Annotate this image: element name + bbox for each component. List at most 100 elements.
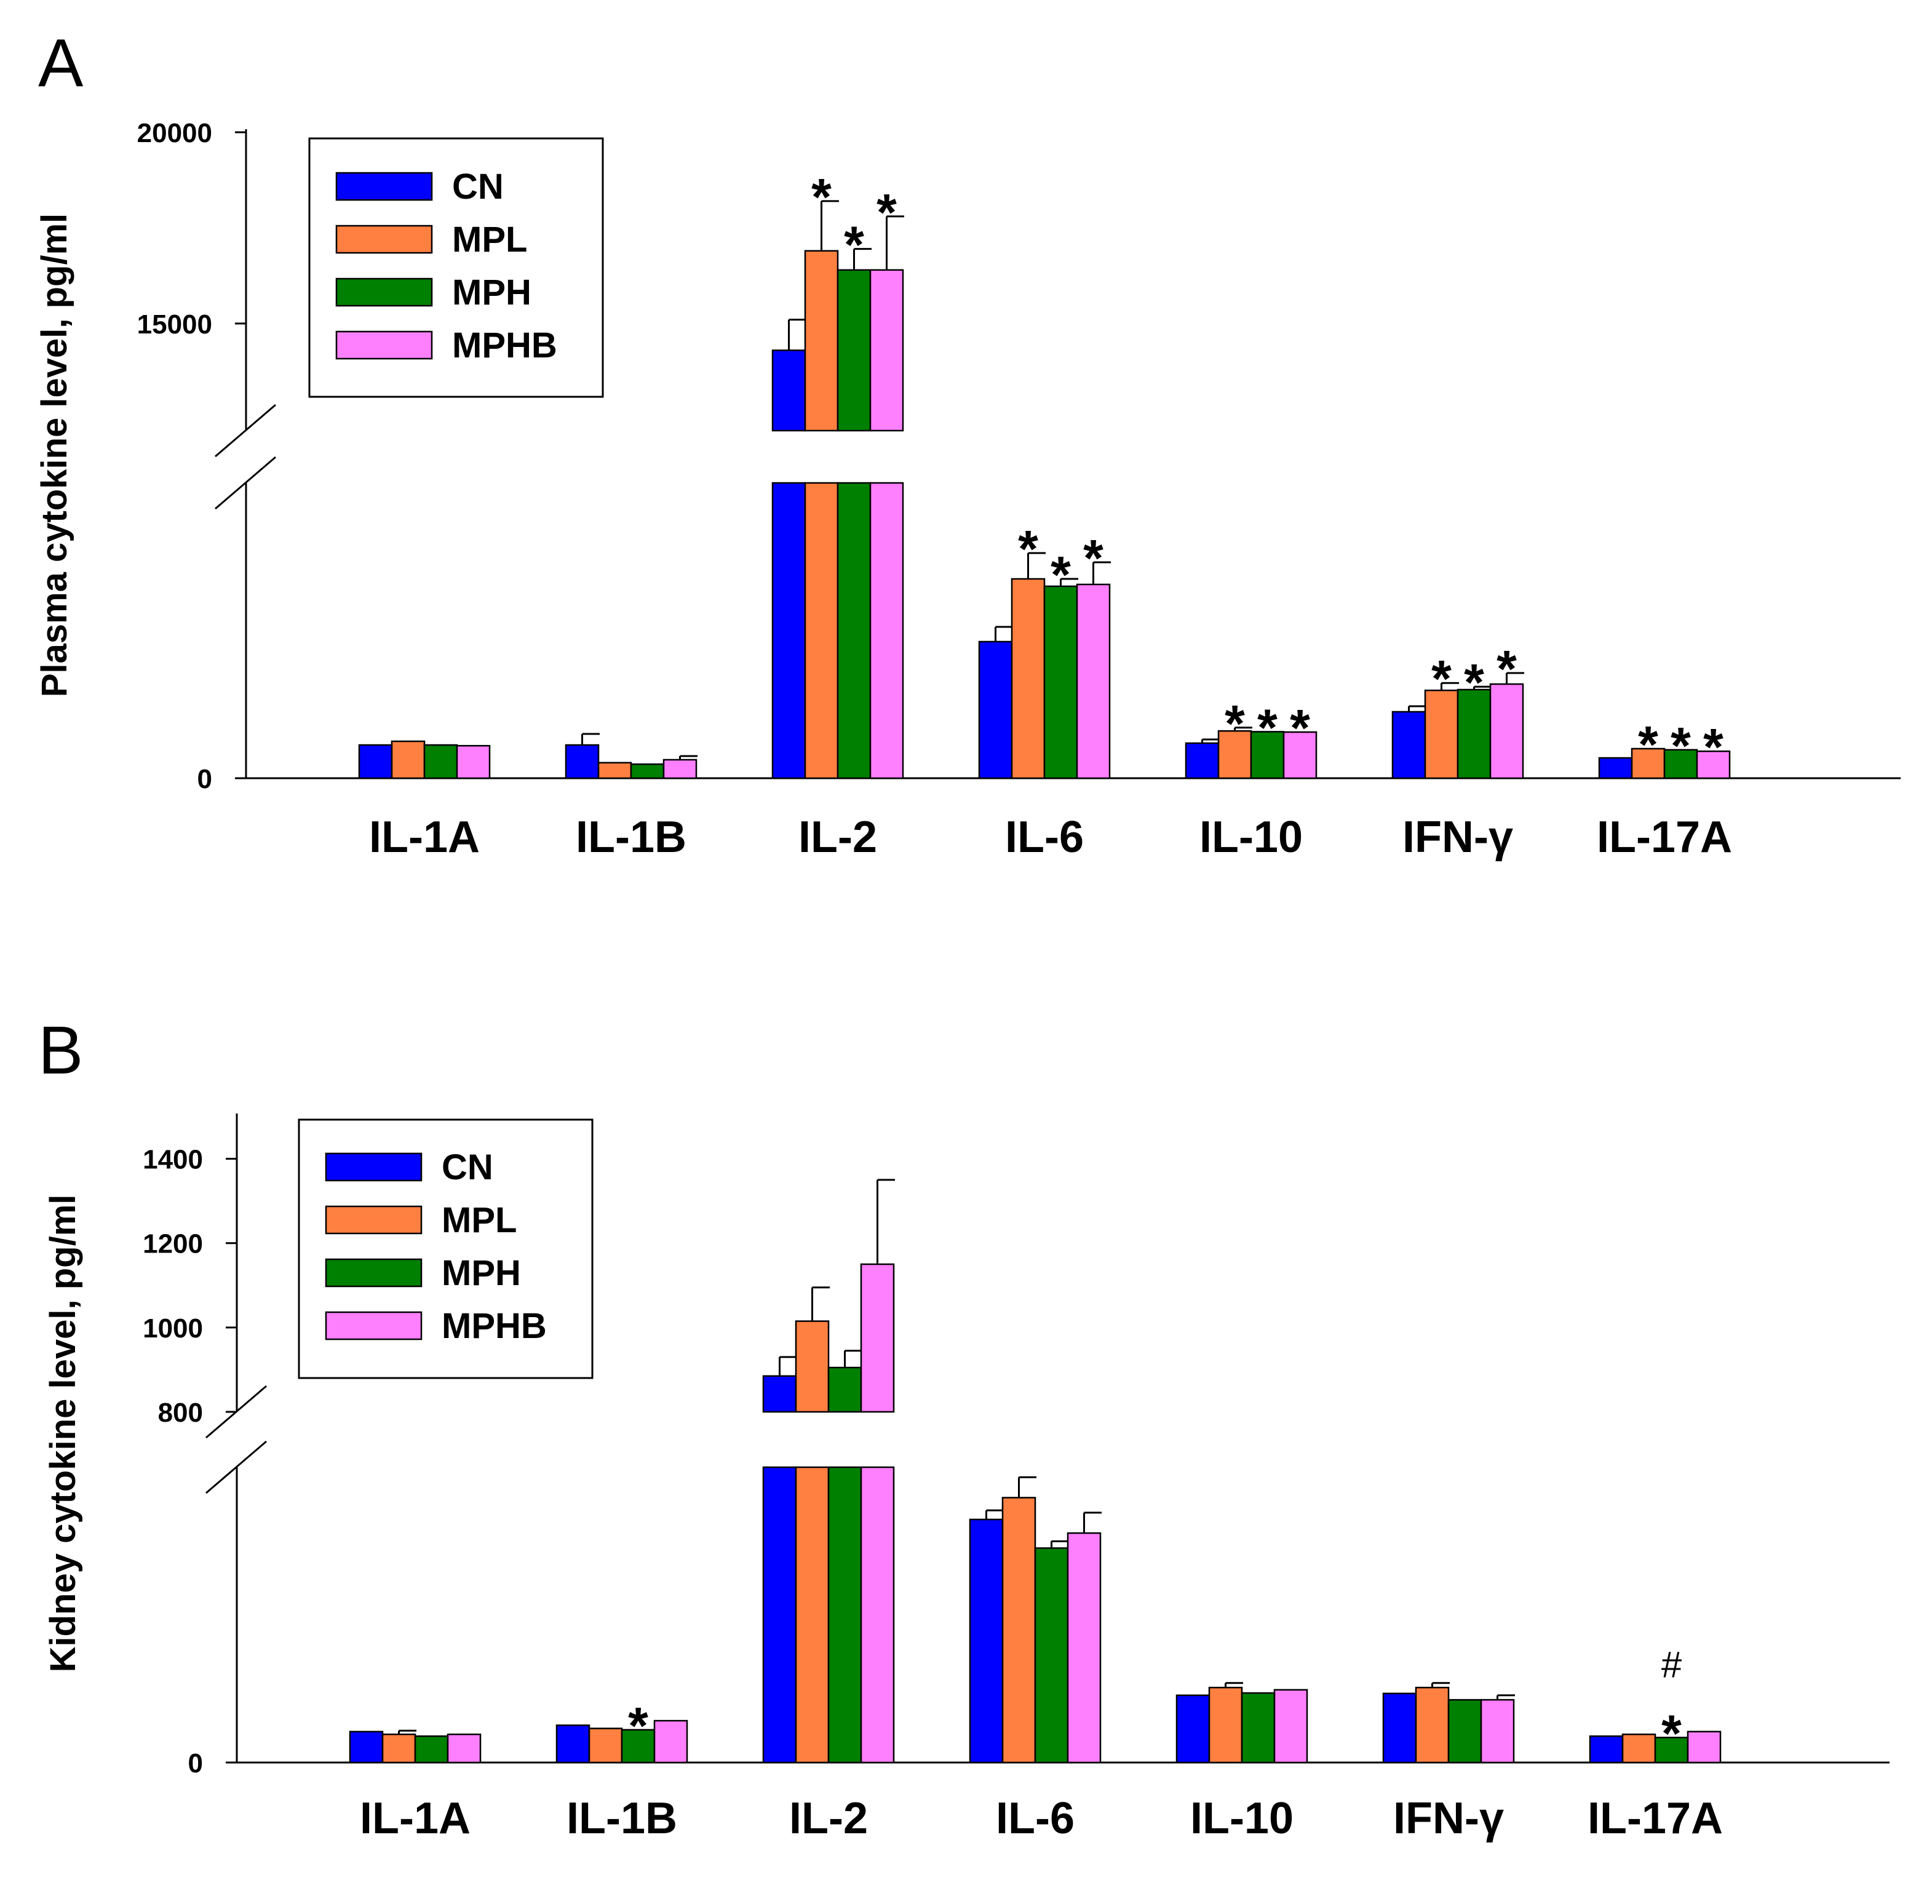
panel-b-bar-il-1a-cn (349, 1731, 384, 1764)
panel-a-y-tick-label: 15000 (137, 309, 212, 340)
panel-b-bar-il-6-mphb (1067, 1532, 1102, 1764)
panel-b-y-tick-label: 800 (158, 1398, 203, 1428)
panel-b-bar-il-2-cn-lower (762, 1466, 797, 1764)
panel-b-bar-il-2-mphb (860, 1263, 895, 1413)
panel-a-bar-ifn--mph (1457, 688, 1492, 779)
panel-a-significance-mark: * (811, 168, 832, 226)
panel-a-bar-il-10-mphb (1282, 731, 1318, 779)
panel-b-significance-mark: * (628, 1697, 648, 1755)
panel-a-significance-mark: * (1703, 718, 1723, 776)
panel-b-bar-il-1b-cn (555, 1724, 590, 1764)
panel-b-bar-il-1a-mpl (381, 1733, 416, 1764)
panel-b-y-tick-label: 1400 (143, 1145, 203, 1175)
panel-b-x-tick-label: IL-1B (566, 1794, 677, 1843)
panel-a-bar-ifn--cn (1391, 711, 1426, 779)
panel-a-bar-il-17a-mphb (1696, 750, 1731, 779)
panel-b-legend-swatch-mpl (325, 1205, 423, 1235)
panel-b-bar-il-2-mphb-lower (860, 1466, 895, 1764)
panel-b-bar-il-2-mph-lower (827, 1466, 862, 1764)
panel-a-x-tick-label: IL-6 (1005, 813, 1084, 862)
panel-b-legend-label-mpl: MPL (442, 1200, 517, 1240)
panel-b-bar-ifn--mph (1447, 1699, 1482, 1764)
panel-a-bar-il-6-cn (978, 640, 1013, 779)
panel-b-y-tick-label: 0 (188, 1748, 203, 1779)
panel-a-bar-il-10-cn (1185, 742, 1220, 779)
panel-a-bar-il-2-mphb-lower (869, 482, 904, 779)
panel-a-bar-ifn--mphb (1489, 683, 1524, 779)
panel-b-bar-il-17a-mphb (1687, 1731, 1722, 1764)
panel-b-y-axis-label: Kidney cytokine level, pg/ml (43, 1195, 83, 1673)
panel-a-bar-il-1b-mphb (662, 759, 698, 779)
panel-a-legend-label-cn: CN (452, 167, 504, 207)
panel-a-y-axis-label: Plasma cytokine level, pg/ml (34, 213, 74, 698)
panel-b-significance-mark: # (1661, 1644, 1682, 1685)
panel-b-bar-ifn--mphb (1480, 1699, 1515, 1764)
panel-b-legend-swatch-cn (325, 1152, 423, 1182)
panel-a-significance-mark: * (1225, 695, 1245, 752)
panel-a-legend-label-mphb: MPHB (452, 325, 557, 365)
panel-a-significance-mark: * (1290, 699, 1310, 757)
panel-b-x-tick-label: IL-17A (1588, 1794, 1723, 1843)
panel-b-x-tick-label: IL-10 (1190, 1794, 1294, 1843)
panel-b-legend-label-mph: MPH (442, 1253, 521, 1293)
panel-a-bar-il-1b-mpl (597, 762, 632, 779)
panel-letter-a: A (38, 25, 84, 101)
panel-b-bar-il-10-cn (1175, 1694, 1210, 1764)
panel-a-legend-swatch-mphb (335, 330, 433, 360)
panel-a-x-tick-label: IL-17A (1597, 813, 1732, 862)
panel-b-bar-il-2-mpl-lower (795, 1466, 830, 1764)
panel-a-y-tick-label: 0 (197, 764, 212, 794)
panel-b-axis-break-mark (205, 1440, 267, 1494)
panel-b-bar-il-1b-mphb (653, 1719, 688, 1764)
panel-b-x-tick-label: IFN-γ (1393, 1794, 1504, 1843)
panel-a-significance-mark: * (1431, 650, 1452, 707)
panel-a-significance-mark: * (1497, 640, 1517, 698)
panel-a-legend-swatch-mph (335, 277, 433, 307)
panel-letter-b: B (38, 1013, 83, 1088)
panel-a-x-tick-label: IL-1A (369, 813, 480, 862)
panel-b-bar-il-1b-mpl (588, 1727, 623, 1764)
panel-a-legend-swatch-cn (335, 172, 433, 201)
panel-b-bar-il-17a-mpl (1621, 1733, 1656, 1764)
panel-b-bar-il-2-cn (762, 1375, 797, 1413)
panel-b-bar-il-2-mpl (795, 1320, 830, 1413)
panel-b-bar-il-6-mph (1034, 1547, 1069, 1764)
panel-b-bar-il-10-mph (1241, 1692, 1276, 1764)
panel-a-x-tick-label: IFN-γ (1402, 813, 1513, 862)
panel-a-bar-il-2-mph-lower (837, 482, 872, 779)
panel-a-y-tick-label: 20000 (137, 118, 212, 148)
panel-b-bar-ifn--mpl (1415, 1686, 1450, 1764)
panel-a-axis-break-mark (215, 456, 276, 510)
panel-a-significance-mark: * (844, 216, 864, 274)
panel-a-bar-il-2-cn (771, 349, 806, 432)
panel-a-bar-il-1b-cn (565, 744, 600, 779)
panel-a-significance-mark: * (1018, 520, 1038, 578)
panel-b-legend-label-mphb: MPHB (442, 1306, 547, 1346)
panel-a-axis-break-mark (215, 404, 276, 458)
panel-a-legend-label-mpl: MPL (452, 220, 527, 260)
panel-a-bar-il-1a-mpl (391, 740, 426, 779)
panel-a-x-tick-label: IL-10 (1199, 813, 1303, 862)
panel-a-x-tick-label: IL-2 (798, 813, 877, 862)
panel-b-legend-label-cn: CN (442, 1147, 493, 1187)
panel-b-y-tick-label: 1200 (143, 1229, 203, 1259)
panel-a-bar-il-2-mphb (869, 269, 904, 432)
panel-a-significance-mark: * (877, 183, 897, 241)
panel-b-bar-il-6-cn (969, 1518, 1004, 1764)
panel-b-legend-swatch-mphb (325, 1311, 423, 1340)
panel-b-bar-il-17a-cn (1589, 1735, 1624, 1764)
panel-a-bar-il-1b-mph (630, 763, 665, 779)
panel-b-bar-il-2-mph (827, 1366, 862, 1413)
panel-b-bar-il-1a-mphb (447, 1733, 482, 1764)
panel-b-y-tick-label: 1000 (143, 1313, 203, 1344)
panel-b-bar-il-10-mphb (1273, 1689, 1308, 1764)
panel-a-significance-mark: * (1257, 698, 1278, 756)
panel-a-legend-label-mph: MPH (452, 273, 531, 313)
panel-a-bar-il-1a-mph (423, 744, 458, 779)
panel-a-bar-il-1a-cn (358, 744, 393, 779)
panel-a-bar-il-2-mpl-lower (804, 482, 839, 779)
panel-a-x-tick-label: IL-1B (576, 813, 686, 862)
panel-b-bar-il-6-mpl (1001, 1497, 1036, 1764)
panel-b: B Kidney cytokine level, pg/ml 800 1000 12… (38, 1013, 1890, 1843)
